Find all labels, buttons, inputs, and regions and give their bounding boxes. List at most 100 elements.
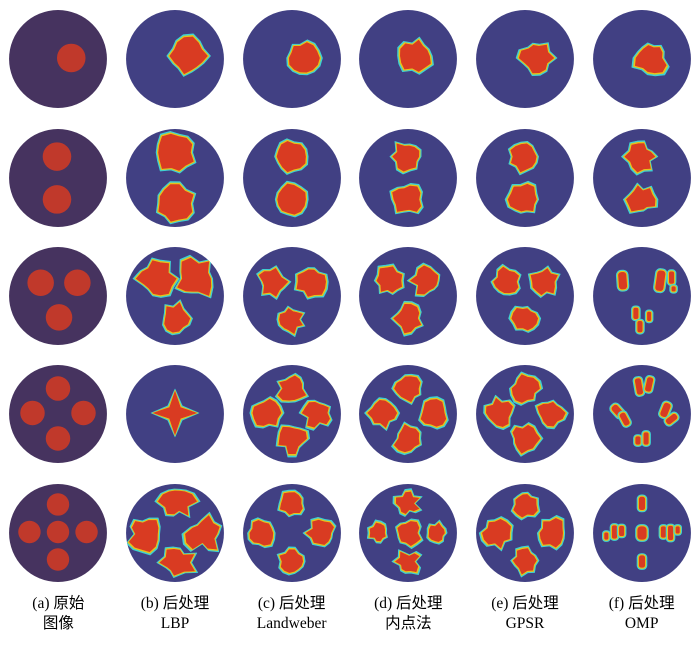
caption-c: (c) 后处理 Landweber	[233, 592, 350, 654]
caption-d: (d) 后处理 内点法	[350, 592, 467, 654]
caption-f-line2: OMP	[624, 614, 659, 632]
inclusion-blob	[258, 268, 288, 297]
panel-f-row3	[583, 237, 700, 355]
panel-c-row1	[233, 0, 350, 118]
inclusion-circle	[46, 426, 71, 452]
inclusion-fragment	[659, 403, 671, 418]
inclusion-fragment	[638, 555, 645, 568]
domain-disc	[9, 365, 108, 464]
inclusion-blob	[278, 308, 303, 334]
inclusion-fragment	[637, 526, 647, 540]
inclusion-fragment	[654, 270, 666, 291]
inclusion-blob	[296, 269, 326, 297]
inclusion-fragment	[643, 432, 649, 445]
inclusion-fragment	[646, 311, 651, 321]
inclusion-circle	[64, 269, 91, 296]
inclusion-blob	[128, 519, 159, 552]
inclusion-blob	[400, 40, 432, 72]
inclusion-blob	[395, 551, 420, 572]
inclusion-circle	[43, 184, 72, 214]
inclusion-circle	[43, 141, 72, 171]
panel-c-row4	[233, 355, 350, 473]
inclusion-circle	[47, 493, 70, 516]
inclusion-blob	[276, 183, 306, 215]
inclusion-blob	[410, 265, 439, 295]
panel-a-row5	[0, 474, 117, 592]
caption-e-line1: (e) 后处理	[491, 595, 559, 612]
inclusion-fragment	[632, 307, 639, 319]
inclusion-blob	[537, 402, 566, 427]
inclusion-fragment	[618, 525, 624, 536]
inclusion-fragment	[638, 496, 645, 510]
caption-a-line2: 图像	[42, 614, 74, 632]
inclusion-blob	[507, 183, 537, 212]
inclusion-blob	[394, 376, 421, 403]
panel-b-row5	[117, 474, 234, 592]
inclusion-blob	[135, 260, 177, 296]
inclusion-blob	[279, 492, 303, 515]
panel-grid	[0, 0, 700, 592]
inclusion-blob	[486, 398, 513, 428]
caption-f-line1: (f) 后处理	[608, 595, 675, 612]
inclusion-blob	[157, 490, 197, 516]
caption-b-line2: LBP	[160, 614, 190, 632]
domain-disc	[126, 128, 224, 227]
domain-disc	[476, 483, 574, 582]
caption-a-line1: (a) 原始	[32, 595, 85, 612]
panel-c-row5	[233, 474, 350, 592]
inclusion-fragment	[617, 271, 627, 290]
inclusion-circle	[75, 520, 99, 543]
panel-e-row1	[467, 0, 584, 118]
inclusion-blob	[301, 402, 330, 428]
domain-disc	[592, 365, 691, 464]
panel-d-row4	[350, 355, 467, 473]
caption-b-line1: (b) 后处理	[140, 595, 210, 612]
panel-d-row3	[350, 237, 467, 355]
inclusion-fragment	[667, 525, 673, 540]
inclusion-blob	[539, 517, 563, 548]
panel-c-row3	[233, 237, 350, 355]
inclusion-circle	[27, 269, 55, 296]
panel-a-row3	[0, 237, 117, 355]
inclusion-circle	[47, 548, 70, 571]
inclusion-fragment	[665, 414, 677, 425]
inclusion-fragment	[611, 525, 617, 539]
inclusion-blob	[177, 257, 212, 296]
domain-disc	[359, 128, 458, 227]
inclusion-circle	[46, 376, 71, 402]
caption-c-line1: (c) 后处理	[257, 595, 326, 612]
inclusion-blob	[625, 185, 656, 211]
inclusion-circle	[71, 401, 97, 426]
panel-a-row4	[0, 355, 117, 473]
inclusion-blob	[396, 491, 420, 514]
panel-b-row3	[117, 237, 234, 355]
domain-disc	[242, 483, 341, 582]
inclusion-blob	[429, 522, 446, 542]
inclusion-circle	[47, 520, 70, 543]
domain-disc	[592, 128, 691, 227]
inclusion-blob	[392, 143, 420, 172]
panel-f-row4	[583, 355, 700, 473]
inclusion-blob	[530, 268, 558, 296]
inclusion-blob	[252, 399, 281, 427]
panel-c-row2	[233, 118, 350, 236]
panel-e-row5	[467, 474, 584, 592]
inclusion-circle	[20, 401, 46, 426]
inclusion-blob	[482, 518, 511, 548]
inclusion-circle	[18, 520, 41, 543]
panel-a-row1	[0, 0, 117, 118]
inclusion-blob	[169, 36, 208, 75]
inclusion-fragment	[668, 271, 674, 284]
inclusion-circle	[57, 43, 86, 73]
panel-d-row2	[350, 118, 467, 236]
inclusion-fragment	[619, 413, 630, 426]
panel-b-row4	[117, 355, 234, 473]
caption-d-line2: 内点法	[385, 614, 432, 632]
inclusion-blob	[159, 548, 195, 576]
inclusion-blob	[277, 375, 306, 401]
caption-row: (a) 原始 图像 (b) 后处理 LBP (c) 后处理 Landweber …	[0, 592, 700, 654]
caption-d-line1: (d) 后处理	[374, 595, 443, 612]
inclusion-blob	[392, 185, 422, 212]
caption-b: (b) 后处理 LBP	[117, 592, 234, 654]
panel-e-row2	[467, 118, 584, 236]
